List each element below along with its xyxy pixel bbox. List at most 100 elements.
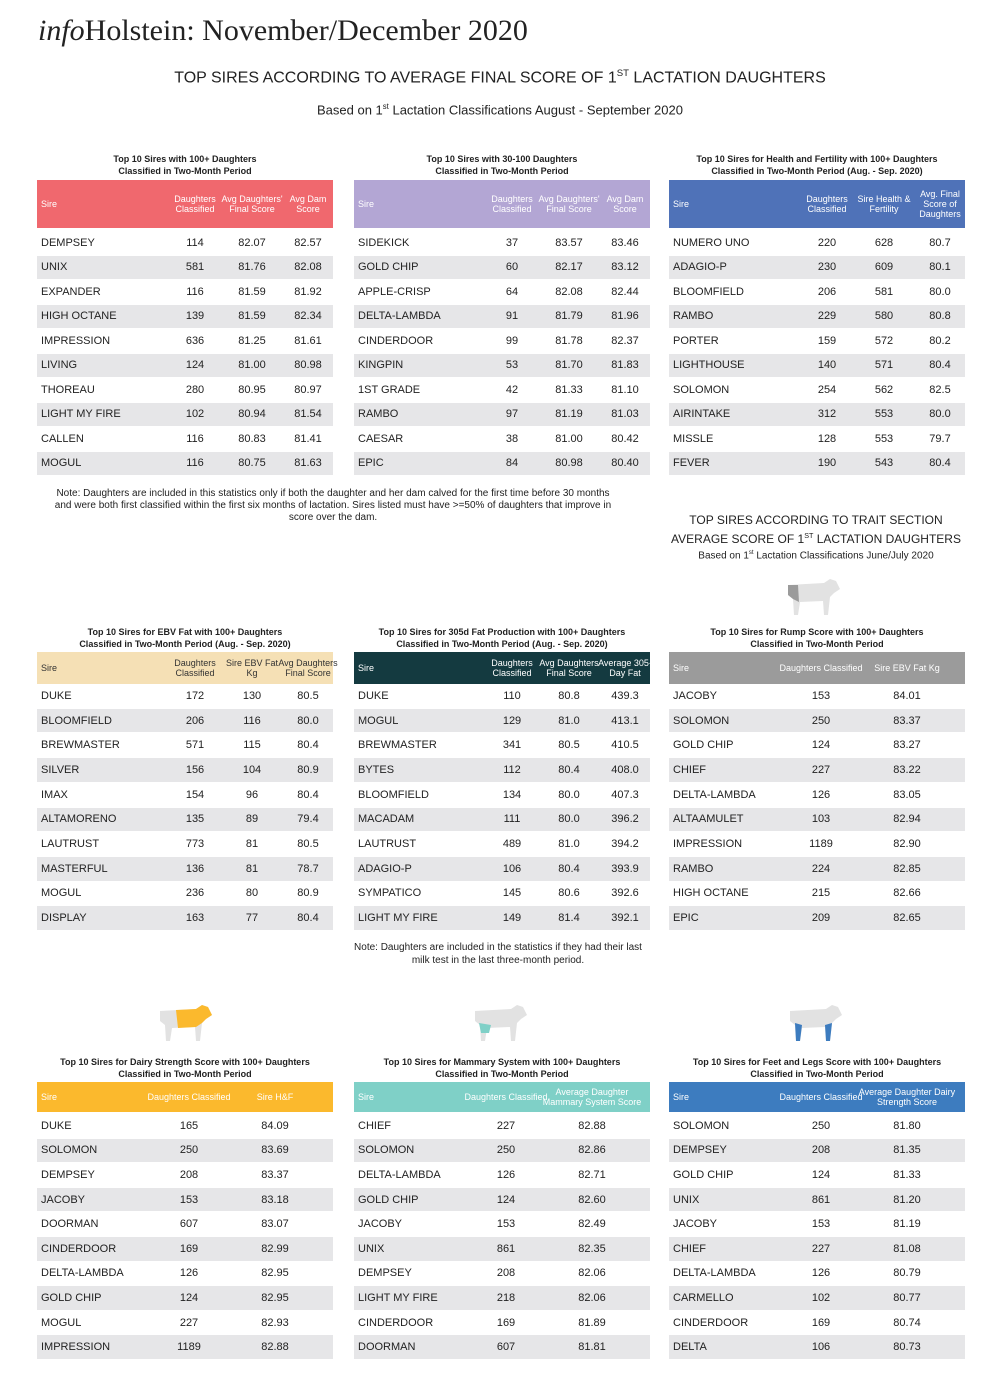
sire-name: EPIC xyxy=(673,912,699,925)
table: Top 10 Sires for EBV Fat with 100+ Daugh… xyxy=(37,626,338,931)
cell-value: 393.9 xyxy=(611,862,639,875)
table-row: DELTA-LAMBDA 126 82.71 xyxy=(354,1163,650,1187)
sire-name: IMPRESSION xyxy=(41,334,111,347)
cell-value: 83.27 xyxy=(893,739,921,752)
table-row: ADAGIO-P 230 609 80.1 xyxy=(669,255,965,279)
cell-value: 80.98 xyxy=(294,359,322,372)
cell-value: 53 xyxy=(505,359,519,372)
sire-name: ALTAAMULET xyxy=(673,813,744,826)
cell-value: 154 xyxy=(185,788,205,801)
cell-value: 80.5 xyxy=(558,739,580,752)
cell-value: 124 xyxy=(496,1193,516,1206)
sire-name: DISPLAY xyxy=(41,912,87,925)
column-header: Sire xyxy=(358,199,375,209)
table-row: DELTA-LAMBDA 126 80.79 xyxy=(669,1261,965,1286)
table-row: LAUTRUST 489 81.0 394.2 xyxy=(354,832,650,856)
cell-value: 82.65 xyxy=(893,912,921,925)
cell-value: 81.33 xyxy=(555,383,583,396)
column-header: Daughters Classified xyxy=(174,194,216,214)
sire-name: DELTA-LAMBDA xyxy=(358,310,441,323)
cell-value: 102 xyxy=(185,408,205,421)
sire-name: 1ST GRADE xyxy=(358,383,421,396)
cell-value: 572 xyxy=(874,334,894,347)
table-row: DEMPSEY 208 81.35 xyxy=(669,1138,965,1163)
cell-value: 1189 xyxy=(177,1341,201,1354)
cell-value: 607 xyxy=(496,1341,516,1354)
table: Top 10 Sires for 305d Fat Production wit… xyxy=(354,626,652,931)
sire-name: SOLOMON xyxy=(41,1144,98,1157)
cell-value: 773 xyxy=(185,838,205,851)
cell-value: 609 xyxy=(874,261,894,274)
cell-value: 80.4 xyxy=(558,862,580,875)
table-row: SOLOMON 250 83.37 xyxy=(669,708,965,733)
table-row: SILVER 156 104 80.9 xyxy=(37,758,333,782)
subheading: Based on 1st Lactation Classifications A… xyxy=(0,102,1000,117)
cell-value: 209 xyxy=(811,912,831,925)
trait-heading-line: TOP SIRES ACCORDING TO TRAIT SECTION xyxy=(689,513,943,527)
table-row: IMPRESSION 1189 82.90 xyxy=(669,832,965,856)
cell-value: 64 xyxy=(505,285,519,298)
cell-value: 159 xyxy=(817,334,837,347)
table-row: DELTA-LAMBDA 126 83.05 xyxy=(669,782,965,807)
table-row: DUKE 172 130 80.5 xyxy=(37,684,333,708)
cell-value: 229 xyxy=(817,310,837,323)
cell-value: 163 xyxy=(185,912,205,925)
table-row: JACOBY 153 82.49 xyxy=(354,1212,650,1236)
cell-value: 571 xyxy=(185,739,205,752)
cell-value: 83.05 xyxy=(893,788,921,801)
table-title-line: Top 10 Sires for 305d Fat Production wit… xyxy=(378,627,626,637)
sire-name: SOLOMON xyxy=(673,714,730,727)
table-row: CALLEN 116 80.83 81.41 xyxy=(37,427,333,451)
table-row: UNIX 581 81.76 82.08 xyxy=(37,255,333,279)
table-row: BREWMASTER 571 115 80.4 xyxy=(37,733,333,758)
table-row: MOGUL 227 82.93 xyxy=(37,1310,333,1335)
cell-value: 230 xyxy=(817,261,837,274)
sire-name: CINDERDOOR xyxy=(41,1242,117,1255)
table-row: EXPANDER 116 81.59 81.92 xyxy=(37,280,333,304)
table-title-line: Classified in Two-Month Period xyxy=(750,639,884,649)
cell-value: 80.0 xyxy=(929,285,951,298)
table-row: ALTAMORENO 135 89 79.4 xyxy=(37,807,333,832)
cell-value: 82.86 xyxy=(578,1144,606,1157)
table-row: SOLOMON 250 83.69 xyxy=(37,1138,333,1163)
cell-value: 96 xyxy=(245,788,259,801)
sire-name: UNIX xyxy=(673,1193,700,1206)
sire-name: BREWMASTER xyxy=(41,739,120,752)
table: Top 10 Sires with 30-100 Daughters Classi… xyxy=(354,153,650,476)
column-header: Avg Dam Score xyxy=(289,194,327,214)
sire-name: ALTAMORENO xyxy=(41,813,117,826)
table-row: GOLD CHIP 60 82.17 83.12 xyxy=(354,255,650,279)
cow-icon xyxy=(790,1005,842,1041)
sire-name: MASTERFUL xyxy=(41,862,108,875)
trait-heading-line: AVERAGE SCORE OF 1ST LACTATION DAUGHTERS xyxy=(666,528,966,547)
cell-value: 82.34 xyxy=(294,310,322,323)
cell-value: 81.78 xyxy=(555,334,583,347)
cell-value: 165 xyxy=(179,1119,199,1132)
cell-value: 861 xyxy=(496,1242,516,1255)
cell-value: 80.4 xyxy=(297,788,319,801)
cell-value: 99 xyxy=(505,334,519,347)
sire-name: SYMPATICO xyxy=(358,887,422,900)
cell-value: 172 xyxy=(185,689,205,702)
cell-value: 82.95 xyxy=(261,1291,289,1304)
column-header: Sire H&F xyxy=(256,1092,294,1102)
cell-value: 82.90 xyxy=(893,838,921,851)
cell-value: 84.09 xyxy=(261,1119,289,1132)
table-row: CHIEF 227 83.22 xyxy=(669,758,965,782)
table-title-line: Classified in Two-Month Period xyxy=(750,1069,884,1079)
sire-name: MOGUL xyxy=(358,714,399,727)
cell-value: 103 xyxy=(811,813,831,826)
table-title-line: Classified in Two-Month Period (Aug. - S… xyxy=(79,639,291,649)
table-title-line: Top 10 Sires with 30-100 Daughters xyxy=(426,154,578,164)
column-header: Sire xyxy=(358,1092,375,1102)
cell-value: 84 xyxy=(505,457,519,470)
sire-name: UNIX xyxy=(41,261,68,274)
cell-value: 581 xyxy=(185,261,205,274)
table-title-line: Classified in Two-Month Period (Aug. - S… xyxy=(711,166,923,176)
cell-value: 116 xyxy=(243,714,261,727)
sire-name: ADAGIO-P xyxy=(358,862,412,875)
cell-value: 410.5 xyxy=(611,739,639,752)
cell-value: 80.9 xyxy=(297,887,319,900)
cell-value: 82.71 xyxy=(578,1168,606,1181)
cell-value: 81 xyxy=(245,838,259,851)
